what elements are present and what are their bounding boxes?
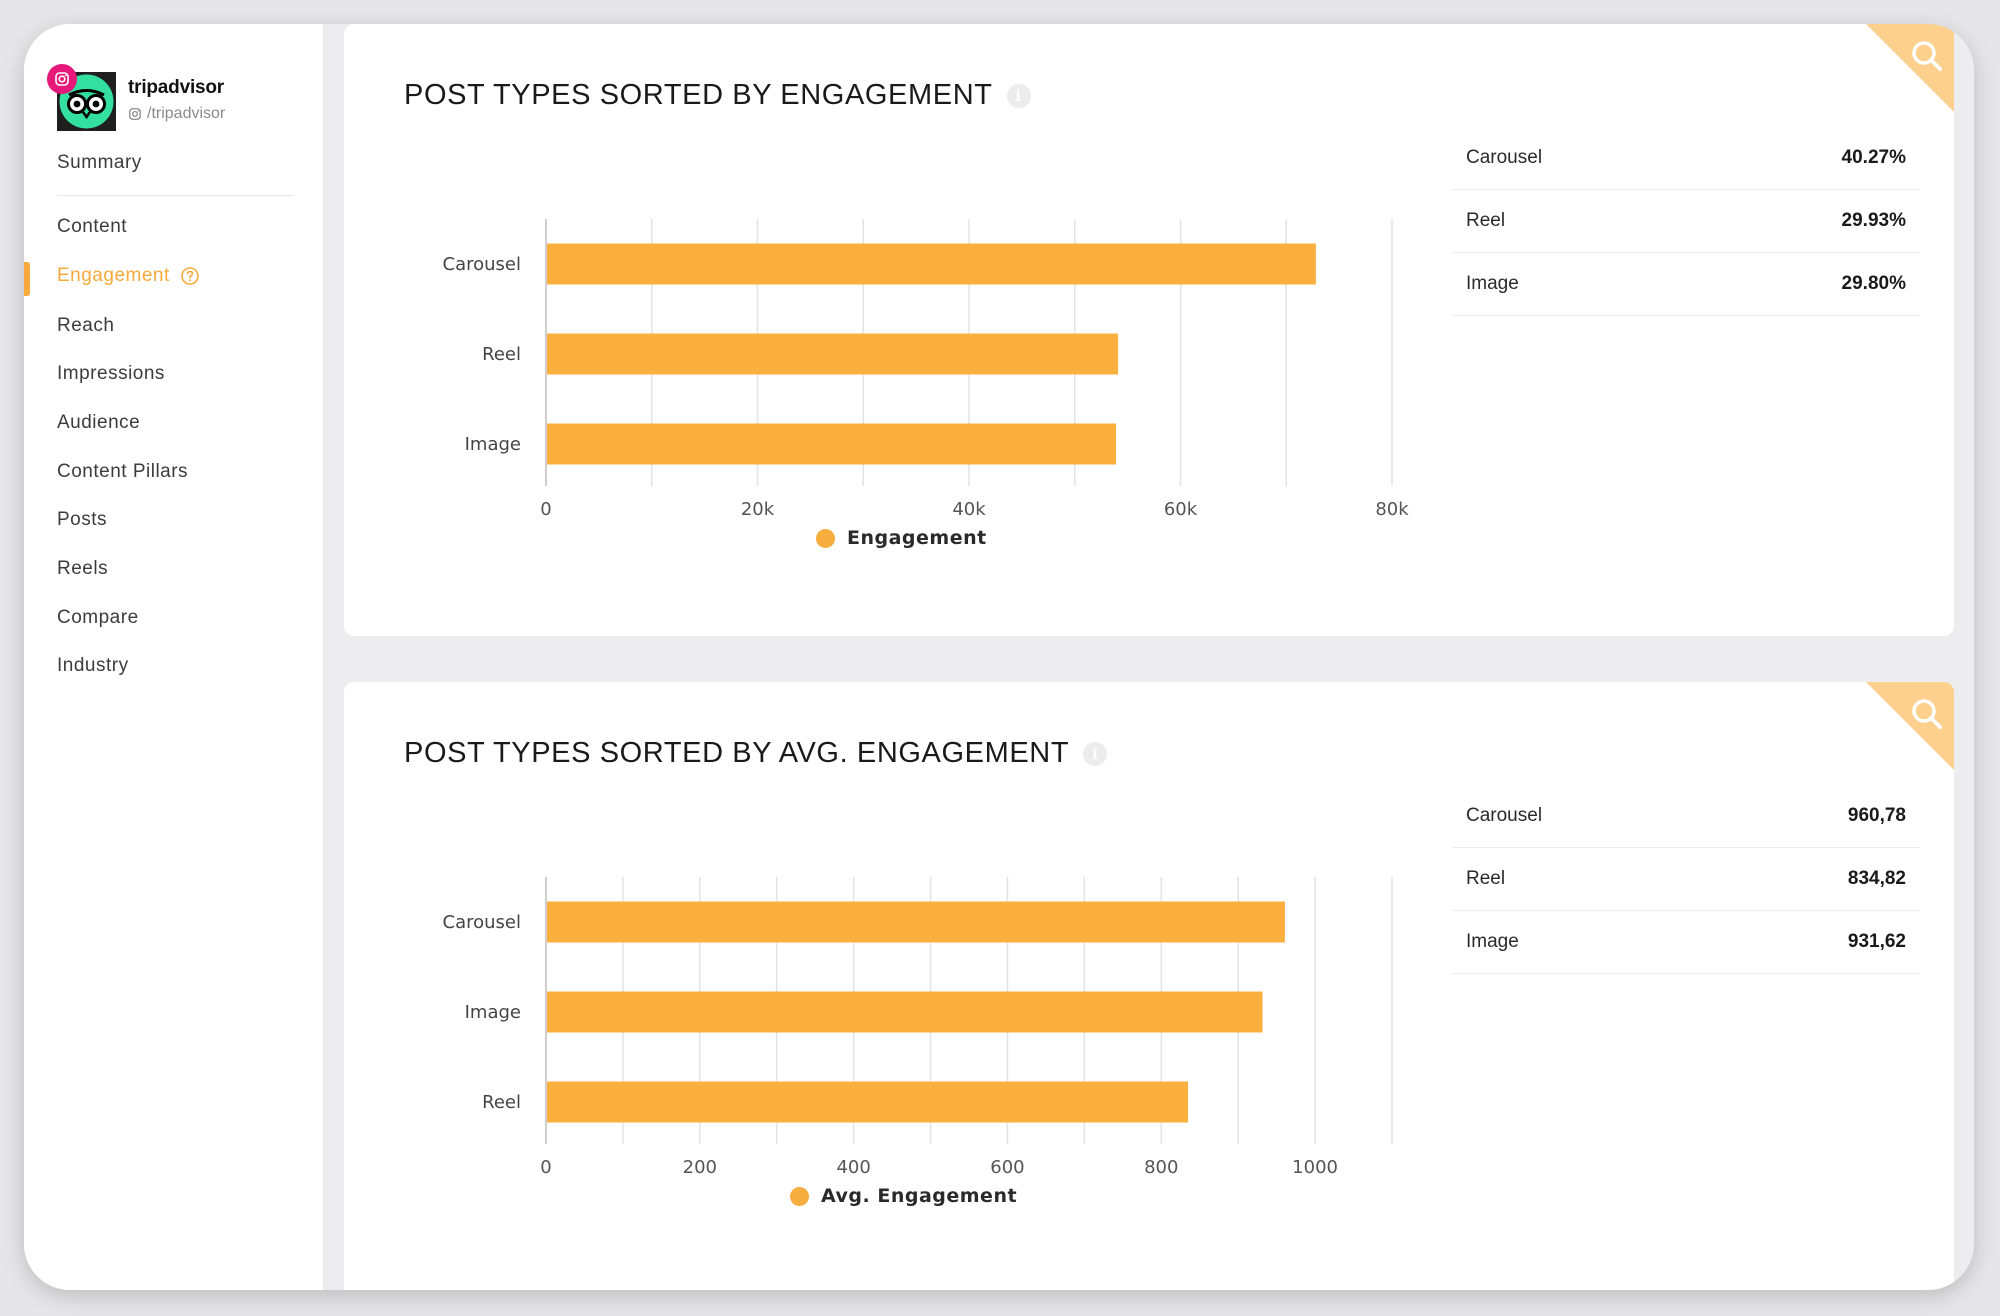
nav-summary[interactable]: Summary	[57, 152, 142, 174]
nav-divider	[57, 195, 293, 196]
stat-label: Image	[1466, 931, 1519, 952]
bar[interactable]	[547, 901, 1285, 943]
app-window: tripadvisor /tripadvisor Summary Content…	[24, 24, 1974, 1290]
instagram-icon	[47, 64, 77, 94]
card-title: POST TYPES SORTED BY AVG. ENGAGEMENT i	[404, 737, 1108, 770]
help-icon[interactable]	[180, 266, 200, 286]
nav-posts[interactable]: Posts	[57, 509, 107, 531]
stat-value: 960,78	[1847, 805, 1906, 826]
nav-content[interactable]: Content	[57, 216, 127, 238]
nav-label: Posts	[57, 509, 108, 530]
nav-label: Reels	[57, 558, 109, 579]
stat-row: Carousel 960,78	[1452, 785, 1920, 848]
stat-label: Image	[1466, 273, 1519, 294]
stat-value: 29.93%	[1841, 210, 1906, 231]
x-tick-label: 60k	[1164, 499, 1198, 520]
stat-label: Carousel	[1466, 147, 1543, 168]
nav-label: Industry	[57, 655, 129, 676]
stat-label: Carousel	[1466, 805, 1543, 826]
legend-label: Engagement	[847, 527, 987, 549]
stat-label: Reel	[1466, 868, 1506, 889]
category-label: Reel	[482, 344, 521, 365]
category-label: Image	[465, 434, 521, 455]
instagram-small-icon	[129, 108, 141, 120]
x-tick-label: 20k	[741, 499, 775, 520]
x-tick-label: 800	[1144, 1157, 1178, 1178]
nav-engagement[interactable]: Engagement	[57, 265, 200, 287]
zoom-corner-button[interactable]	[1866, 682, 1954, 770]
stat-value: 931,62	[1847, 931, 1906, 952]
category-label: Reel	[482, 1092, 521, 1113]
category-label: Image	[465, 1002, 521, 1023]
nav-reels[interactable]: Reels	[57, 558, 108, 580]
profile-header[interactable]: tripadvisor /tripadvisor	[47, 50, 317, 140]
chart-legend[interactable]: Engagement	[816, 527, 987, 549]
nav-label: Summary	[57, 152, 142, 173]
stats-list: Carousel 960,78 Reel 834,82 Image 931,62	[1452, 785, 1920, 974]
stat-row: Image 931,62	[1452, 911, 1920, 974]
nav-reach[interactable]: Reach	[57, 315, 114, 337]
stat-row: Reel 29.93%	[1452, 190, 1920, 253]
stats-list: Carousel 40.27% Reel 29.93% Image 29.80%	[1452, 127, 1920, 316]
category-label: Carousel	[443, 912, 521, 933]
nav-label: Impressions	[57, 363, 165, 384]
bar[interactable]	[547, 243, 1316, 285]
nav-label: Compare	[57, 607, 139, 628]
x-tick-label: 40k	[952, 499, 986, 520]
nav-content-pillars[interactable]: Content Pillars	[57, 461, 188, 483]
stat-label: Reel	[1466, 210, 1506, 231]
profile-name: tripadvisor	[128, 77, 224, 98]
stat-row: Carousel 40.27%	[1452, 127, 1920, 190]
chart-legend[interactable]: Avg. Engagement	[790, 1185, 1017, 1207]
category-label: Carousel	[443, 254, 521, 275]
x-tick-label: 0	[540, 499, 551, 520]
x-tick-label: 1000	[1292, 1157, 1338, 1178]
profile-handle: /tripadvisor	[147, 105, 226, 122]
bar[interactable]	[547, 991, 1263, 1033]
nav-label: Engagement	[57, 265, 170, 286]
nav-audience[interactable]: Audience	[57, 412, 140, 434]
x-tick-label: 80k	[1375, 499, 1409, 520]
nav-label: Content	[57, 216, 128, 237]
nav-label: Content Pillars	[57, 461, 189, 482]
legend-label: Avg. Engagement	[821, 1185, 1018, 1207]
bar[interactable]	[547, 423, 1116, 465]
card-title-text: POST TYPES SORTED BY AVG. ENGAGEMENT	[404, 737, 1070, 769]
engagement-card: POST TYPES SORTED BY ENGAGEMENT i 0 20k 40…	[344, 24, 1954, 636]
nav-impressions[interactable]: Impressions	[57, 363, 165, 385]
x-tick-label: 600	[990, 1157, 1024, 1178]
nav-label: Reach	[57, 315, 115, 336]
avg-engagement-bar-chart: 0 200 400 600 800 1000 Carousel Image Reel	[443, 877, 1393, 1178]
nav-compare[interactable]: Compare	[57, 607, 139, 629]
zoom-corner-button[interactable]	[1866, 24, 1954, 112]
stat-value: 29.80%	[1841, 273, 1906, 294]
legend-dot	[816, 528, 835, 548]
nav-label: Audience	[57, 412, 141, 433]
avatar	[57, 72, 116, 131]
active-indicator	[24, 262, 30, 296]
legend-dot	[790, 1186, 809, 1206]
x-tick-label: 400	[836, 1157, 870, 1178]
stat-row: Image 29.80%	[1452, 253, 1920, 316]
sidebar: tripadvisor /tripadvisor Summary Content…	[24, 24, 323, 1290]
stat-row: Reel 834,82	[1452, 848, 1920, 911]
x-tick-label: 200	[683, 1157, 717, 1178]
bar[interactable]	[547, 1081, 1189, 1123]
bar[interactable]	[547, 333, 1119, 375]
engagement-bar-chart: 0 20k 40k 60k 80k Carousel Reel Image	[443, 219, 1409, 520]
card-title-text: POST TYPES SORTED BY ENGAGEMENT	[404, 79, 993, 111]
info-icon[interactable]: i	[1006, 83, 1031, 108]
x-tick-label: 0	[540, 1157, 551, 1178]
card-title: POST TYPES SORTED BY ENGAGEMENT i	[404, 79, 1031, 112]
info-icon[interactable]: i	[1083, 741, 1108, 766]
avg-engagement-card: POST TYPES SORTED BY AVG. ENGAGEMENT i 0…	[344, 682, 1954, 1290]
nav-industry[interactable]: Industry	[57, 655, 129, 677]
stat-value: 834,82	[1847, 868, 1906, 889]
stat-value: 40.27%	[1841, 147, 1906, 168]
profile-handle-row: /tripadvisor	[128, 105, 225, 123]
